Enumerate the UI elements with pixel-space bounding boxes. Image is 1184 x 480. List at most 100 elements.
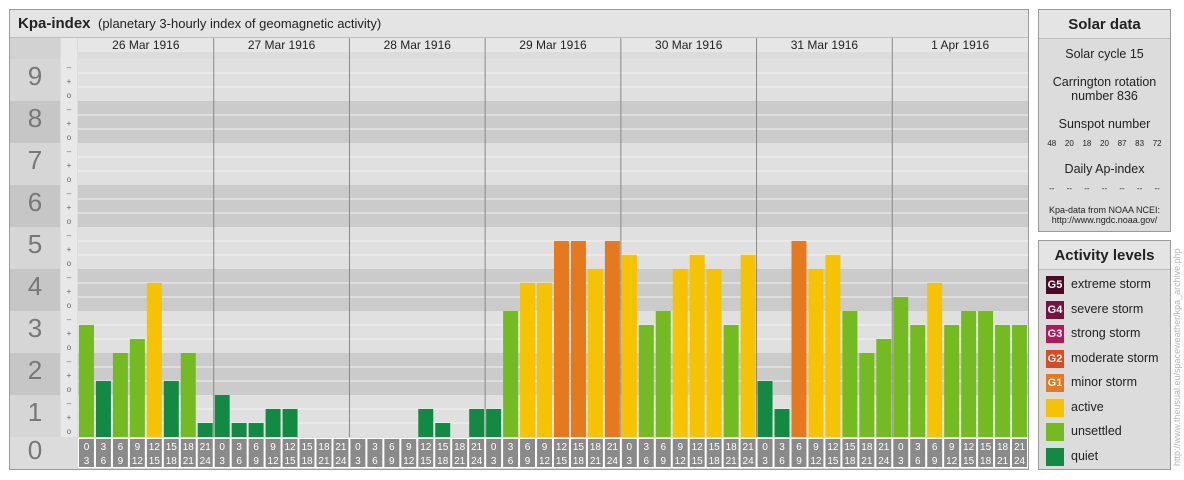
hour-end-label: 6: [779, 456, 785, 467]
hour-cell: [112, 439, 128, 467]
plot-band: [78, 59, 1028, 101]
y-band: [10, 227, 60, 269]
day-label: 30 Mar 1916: [655, 38, 723, 52]
hour-cell: [706, 439, 722, 467]
kp-bar: [146, 282, 162, 437]
hour-cell: [95, 439, 111, 467]
hour-end-label: 18: [301, 456, 313, 467]
chart-subtitle: (planetary 3-hourly index of geomagnetic…: [98, 16, 382, 31]
hour-cell: [537, 439, 552, 467]
hour-cell: [774, 439, 790, 467]
y-band: [10, 143, 60, 185]
carrington-rotation-label: Carrington rotation: [1052, 75, 1157, 89]
hour-end-label: 3: [84, 456, 90, 467]
legend-swatch: [1046, 423, 1064, 441]
minor-tick-label: –: [67, 231, 72, 240]
hour-start-label: 6: [932, 442, 938, 453]
hour-end-label: 9: [796, 456, 802, 467]
hour-end-label: 24: [607, 456, 619, 467]
hour-start-label: 0: [84, 442, 90, 453]
y-band: [10, 395, 60, 437]
kpa-chart-panel: Kpa-index (planetary 3-hourly index of g…: [9, 9, 1029, 470]
hour-end-label: 21: [318, 456, 330, 467]
hour-end-label: 9: [525, 456, 531, 467]
kp-bar: [520, 282, 536, 437]
hour-cell: [791, 439, 807, 467]
minor-tick-label: o: [67, 91, 72, 100]
hour-start-label: 21: [1014, 442, 1026, 453]
hour-start-label: 9: [949, 442, 955, 453]
hour-cell: [503, 439, 519, 467]
activity-levels-panel: Activity levels G5 extreme storm G4 severe …: [1038, 240, 1171, 470]
legend-item: G3 strong storm: [1039, 322, 1170, 347]
hour-cell: [316, 439, 332, 467]
kp-bar: [825, 255, 841, 437]
hour-start-label: 9: [542, 442, 548, 453]
hour-cell: [1012, 439, 1027, 467]
minor-tick-label: +: [67, 413, 72, 422]
kp-bar: [503, 311, 519, 437]
hour-start-label: 18: [183, 442, 195, 453]
day-label: 29 Mar 1916: [519, 38, 587, 52]
hour-end-label: 12: [810, 456, 822, 467]
sunspot-value: 83: [1135, 139, 1145, 148]
kp-bar: [876, 339, 892, 437]
y-tick-label: 1: [28, 397, 42, 427]
minor-tick-label: –: [67, 63, 72, 72]
kp-bar: [469, 408, 485, 437]
hour-start-label: 18: [997, 442, 1009, 453]
hour-end-label: 18: [844, 456, 856, 467]
hour-cell: [452, 439, 468, 467]
kp-bar: [774, 408, 790, 437]
kp-bar: [418, 408, 434, 437]
y-band: [10, 269, 60, 311]
hour-end-label: 15: [827, 456, 839, 467]
hour-end-label: 3: [627, 456, 633, 467]
kp-bar: [740, 255, 756, 437]
minor-tick-label: +: [67, 329, 72, 338]
hour-cell: [486, 439, 502, 467]
kp-bar: [791, 240, 807, 437]
kp-bar: [927, 282, 943, 437]
minor-tick-label: o: [67, 385, 72, 394]
hour-start-label: 0: [491, 442, 497, 453]
hour-cell: [197, 439, 213, 467]
legend-item: unsettled: [1039, 420, 1170, 445]
solar-data-panel: Solar data Solar cycle 15 Carrington rot…: [1038, 9, 1171, 232]
minor-tick-label: o: [67, 259, 72, 268]
hour-start-label: 21: [335, 442, 347, 453]
hour-cell: [435, 439, 451, 467]
hour-cell: [469, 439, 485, 467]
hour-cell: [231, 439, 247, 467]
plot-band: [78, 185, 1028, 227]
hour-cell: [214, 439, 230, 467]
hour-start-label: 12: [556, 442, 568, 453]
hour-end-label: 3: [491, 456, 497, 467]
hour-end-label: 3: [355, 456, 361, 467]
minor-tick-label: –: [67, 399, 72, 408]
legend-swatch: G5: [1046, 276, 1064, 294]
hour-start-label: 3: [236, 442, 242, 453]
hour-start-label: 18: [590, 442, 602, 453]
hour-cell: [554, 439, 569, 467]
kp-bar: [282, 408, 298, 437]
legend-label: active: [1071, 399, 1104, 414]
y-tick-label: 0: [28, 435, 42, 465]
ap-value: --: [1101, 184, 1108, 193]
hour-cell: [689, 439, 705, 467]
hour-start-label: 9: [406, 442, 412, 453]
legend-swatch: G1: [1046, 374, 1064, 392]
hour-start-label: 12: [284, 442, 296, 453]
day-label: 26 Mar 1916: [112, 38, 180, 52]
hour-end-label: 6: [236, 456, 242, 467]
kp-bar: [723, 324, 739, 437]
sunspot-values: 48 20 18 20 87 83 72: [1039, 139, 1170, 148]
hour-end-label: 15: [963, 456, 975, 467]
hour-end-label: 9: [253, 456, 259, 467]
hour-start-label: 21: [878, 442, 890, 453]
hour-start-label: 15: [709, 442, 721, 453]
hour-cell: [859, 439, 875, 467]
legend-item: quiet: [1039, 445, 1170, 470]
hour-cell: [604, 439, 620, 467]
data-source-url: http://www.ngdc.noaa.gov/: [1051, 215, 1158, 225]
